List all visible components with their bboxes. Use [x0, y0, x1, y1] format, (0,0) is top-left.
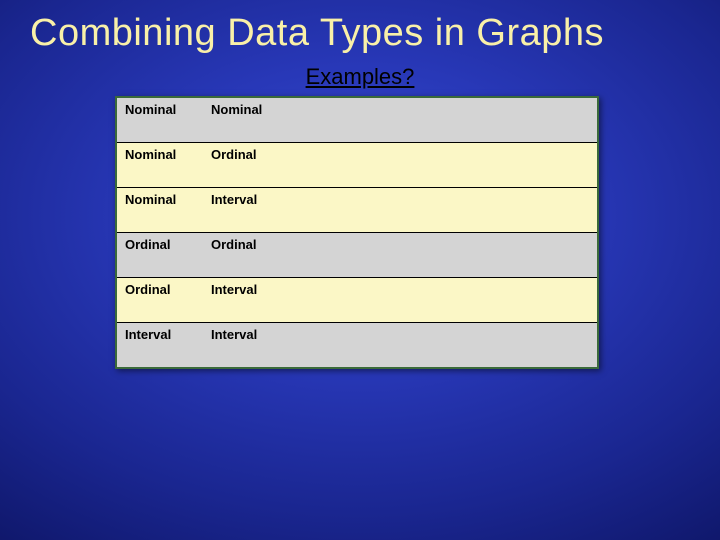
cell-type-b: Interval — [203, 323, 289, 367]
table-row: Nominal Interval — [117, 188, 597, 233]
cell-type-a: Ordinal — [117, 278, 203, 322]
cell-example — [289, 278, 597, 322]
cell-example — [289, 143, 597, 187]
table-row: Nominal Ordinal — [117, 143, 597, 188]
cell-type-a: Nominal — [117, 143, 203, 187]
cell-type-a: Interval — [117, 323, 203, 367]
cell-type-b: Ordinal — [203, 233, 289, 277]
table-row: Ordinal Interval — [117, 278, 597, 323]
table-row: Ordinal Ordinal — [117, 233, 597, 278]
cell-example — [289, 323, 597, 367]
slide: Combining Data Types in Graphs Examples?… — [0, 0, 720, 540]
slide-subtitle: Examples? — [0, 64, 720, 90]
cell-type-b: Interval — [203, 278, 289, 322]
cell-type-a: Nominal — [117, 98, 203, 142]
data-types-table: Nominal Nominal Nominal Ordinal Nominal … — [115, 96, 599, 369]
cell-type-a: Nominal — [117, 188, 203, 232]
cell-example — [289, 233, 597, 277]
cell-type-a: Ordinal — [117, 233, 203, 277]
table-row: Interval Interval — [117, 323, 597, 367]
cell-type-b: Ordinal — [203, 143, 289, 187]
cell-type-b: Interval — [203, 188, 289, 232]
table-row: Nominal Nominal — [117, 98, 597, 143]
cell-example — [289, 98, 597, 142]
slide-title: Combining Data Types in Graphs — [0, 0, 720, 56]
cell-example — [289, 188, 597, 232]
cell-type-b: Nominal — [203, 98, 289, 142]
